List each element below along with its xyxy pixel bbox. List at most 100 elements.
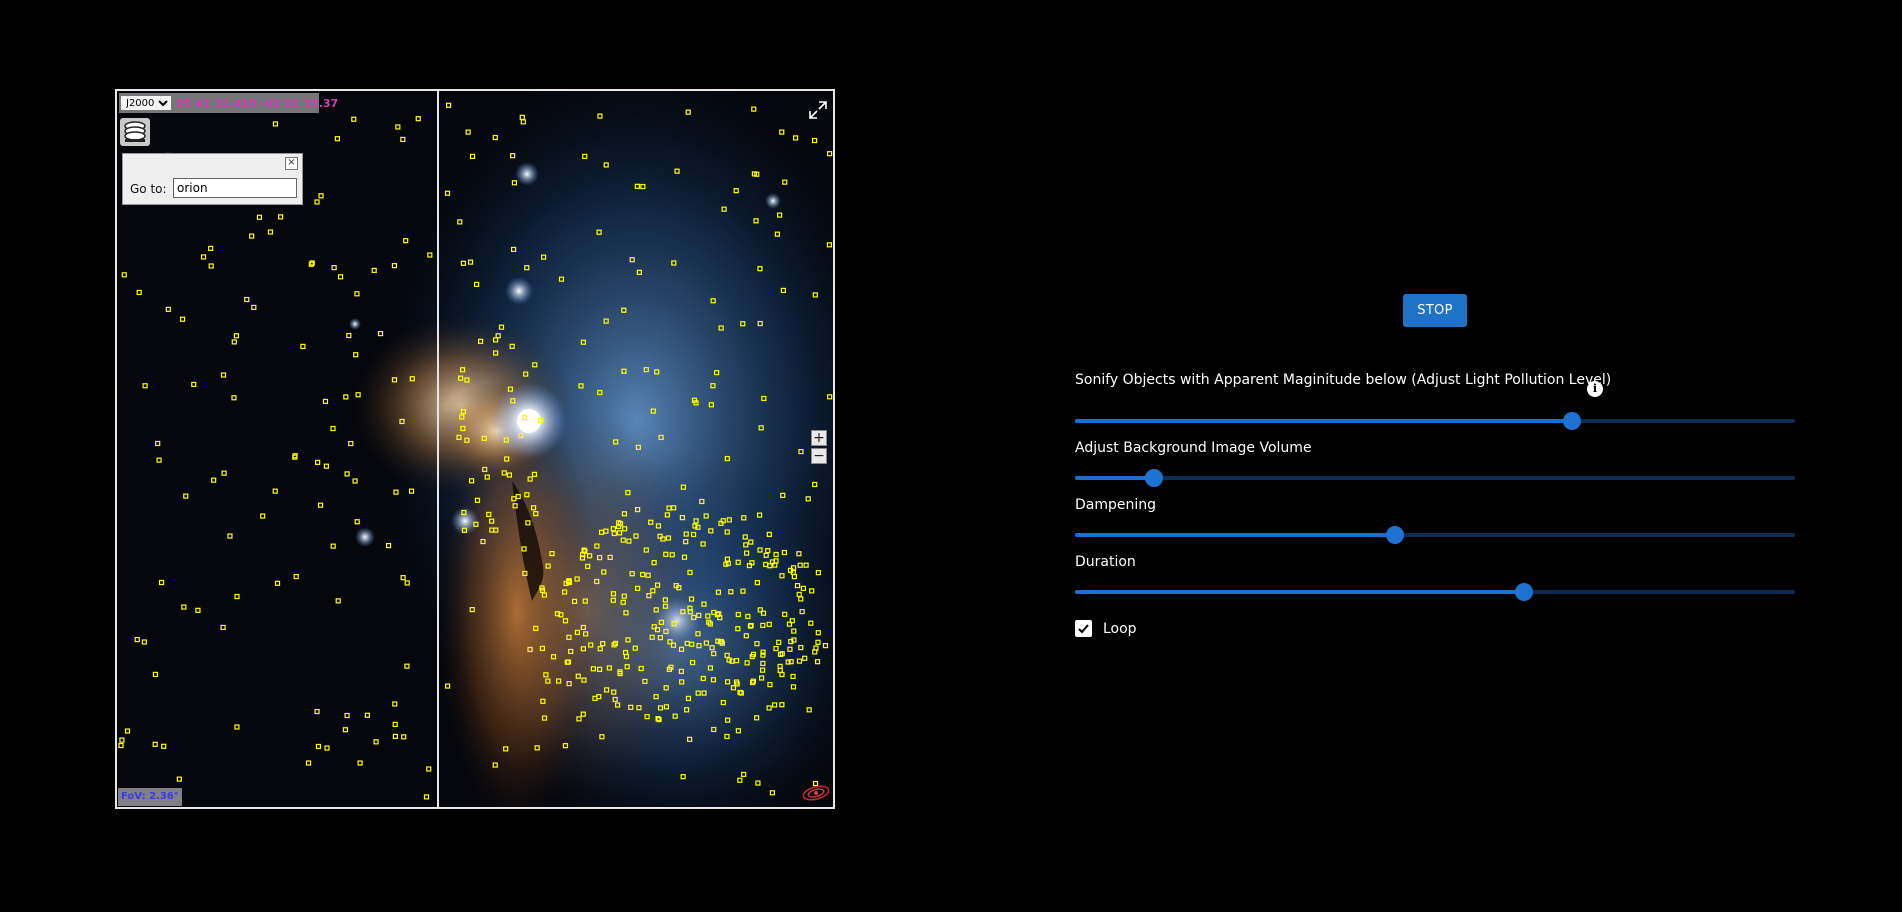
catalog-marker[interactable] [456, 434, 462, 440]
catalog-marker[interactable] [760, 649, 766, 655]
catalog-marker[interactable] [611, 642, 617, 648]
catalog-marker[interactable] [640, 571, 646, 578]
catalog-marker[interactable] [220, 372, 227, 378]
slider-thumb[interactable] [1386, 526, 1405, 544]
catalog-marker[interactable] [759, 675, 765, 681]
catalog-marker[interactable] [607, 554, 613, 561]
catalog-marker[interactable] [465, 129, 471, 135]
catalog-marker[interactable] [342, 727, 349, 733]
catalog-marker[interactable] [272, 488, 278, 494]
catalog-marker[interactable] [582, 153, 588, 160]
catalog-marker[interactable] [691, 397, 698, 403]
catalog-marker[interactable] [696, 643, 702, 649]
catalog-marker[interactable] [620, 599, 626, 605]
catalog-marker[interactable] [558, 276, 565, 282]
catalog-marker[interactable] [772, 702, 778, 708]
catalog-marker[interactable] [624, 664, 630, 670]
catalog-marker[interactable] [600, 641, 606, 647]
catalog-marker[interactable] [654, 582, 661, 588]
catalog-marker[interactable] [574, 629, 580, 636]
catalog-marker[interactable] [822, 642, 829, 649]
catalog-marker[interactable] [645, 572, 651, 578]
catalog-marker[interactable] [725, 717, 731, 723]
catalog-marker[interactable] [672, 713, 678, 719]
catalog-marker[interactable] [684, 640, 690, 647]
catalog-marker[interactable] [509, 343, 515, 349]
catalog-marker[interactable] [621, 307, 627, 313]
catalog-marker[interactable] [444, 190, 451, 196]
catalog-marker[interactable] [673, 583, 679, 589]
catalog-marker[interactable] [615, 702, 621, 708]
catalog-marker[interactable] [309, 260, 315, 266]
catalog-marker[interactable] [748, 539, 754, 545]
catalog-marker[interactable] [493, 337, 499, 343]
catalog-marker[interactable] [735, 728, 741, 734]
catalog-marker[interactable] [597, 646, 603, 652]
catalog-marker[interactable] [781, 549, 787, 556]
catalog-marker[interactable] [623, 610, 629, 616]
catalog-marker[interactable] [740, 321, 746, 327]
catalog-marker[interactable] [788, 659, 794, 665]
catalog-marker[interactable] [510, 246, 517, 253]
catalog-marker[interactable] [558, 612, 564, 618]
catalog-marker[interactable] [678, 668, 684, 674]
catalog-marker[interactable] [152, 741, 158, 747]
catalog-marker[interactable] [625, 637, 631, 643]
catalog-marker[interactable] [523, 371, 529, 377]
catalog-marker[interactable] [782, 611, 788, 617]
catalog-marker[interactable] [664, 512, 670, 518]
catalog-marker[interactable] [317, 502, 324, 508]
catalog-marker[interactable] [753, 218, 759, 224]
catalog-marker[interactable] [492, 134, 498, 141]
catalog-marker[interactable] [155, 440, 161, 447]
catalog-marker[interactable] [714, 370, 720, 376]
catalog-marker[interactable] [611, 689, 617, 695]
catalog-marker[interactable] [756, 512, 763, 518]
catalog-marker[interactable] [293, 573, 299, 580]
catalog-marker[interactable] [805, 496, 811, 502]
catalog-marker[interactable] [556, 678, 562, 684]
catalog-marker[interactable] [808, 620, 814, 626]
catalog-marker[interactable] [478, 338, 484, 344]
catalog-marker[interactable] [354, 291, 360, 297]
catalog-marker[interactable] [643, 367, 649, 373]
catalog-marker[interactable] [622, 649, 629, 656]
catalog-marker[interactable] [391, 263, 398, 269]
catalog-marker[interactable] [720, 699, 726, 706]
catalog-marker[interactable] [260, 513, 266, 519]
catalog-marker[interactable] [646, 593, 652, 599]
catalog-marker[interactable] [527, 476, 533, 482]
catalog-marker[interactable] [601, 569, 607, 575]
catalog-marker[interactable] [227, 533, 233, 539]
catalog-marker[interactable] [803, 562, 809, 568]
catalog-marker[interactable] [747, 623, 754, 629]
catalog-marker[interactable] [779, 671, 785, 678]
catalog-marker[interactable] [678, 646, 685, 652]
loop-checkbox[interactable] [1075, 620, 1092, 637]
catalog-marker[interactable] [636, 269, 642, 275]
catalog-marker[interactable] [718, 325, 724, 331]
catalog-marker[interactable] [519, 114, 525, 120]
catalog-marker[interactable] [267, 229, 274, 235]
catalog-marker[interactable] [469, 478, 475, 484]
catalog-marker[interactable] [687, 569, 693, 576]
catalog-marker[interactable] [531, 471, 538, 477]
catalog-marker[interactable] [249, 233, 255, 239]
catalog-marker[interactable] [473, 521, 479, 527]
catalog-marker[interactable] [191, 381, 197, 388]
catalog-marker[interactable] [695, 690, 701, 696]
catalog-marker[interactable] [371, 267, 377, 274]
catalog-marker[interactable] [709, 645, 715, 651]
catalog-marker[interactable] [158, 579, 165, 586]
catalog-marker[interactable] [766, 531, 772, 537]
catalog-marker[interactable] [780, 492, 786, 498]
catalog-marker[interactable] [743, 542, 749, 548]
catalog-marker[interactable] [703, 640, 709, 646]
catalog-marker[interactable] [773, 645, 779, 652]
catalog-marker[interactable] [621, 593, 627, 599]
catalog-marker[interactable] [688, 596, 695, 602]
catalog-marker[interactable] [691, 614, 697, 621]
catalog-marker[interactable] [654, 369, 660, 375]
catalog-marker[interactable] [701, 690, 707, 696]
catalog-marker[interactable] [733, 657, 740, 664]
